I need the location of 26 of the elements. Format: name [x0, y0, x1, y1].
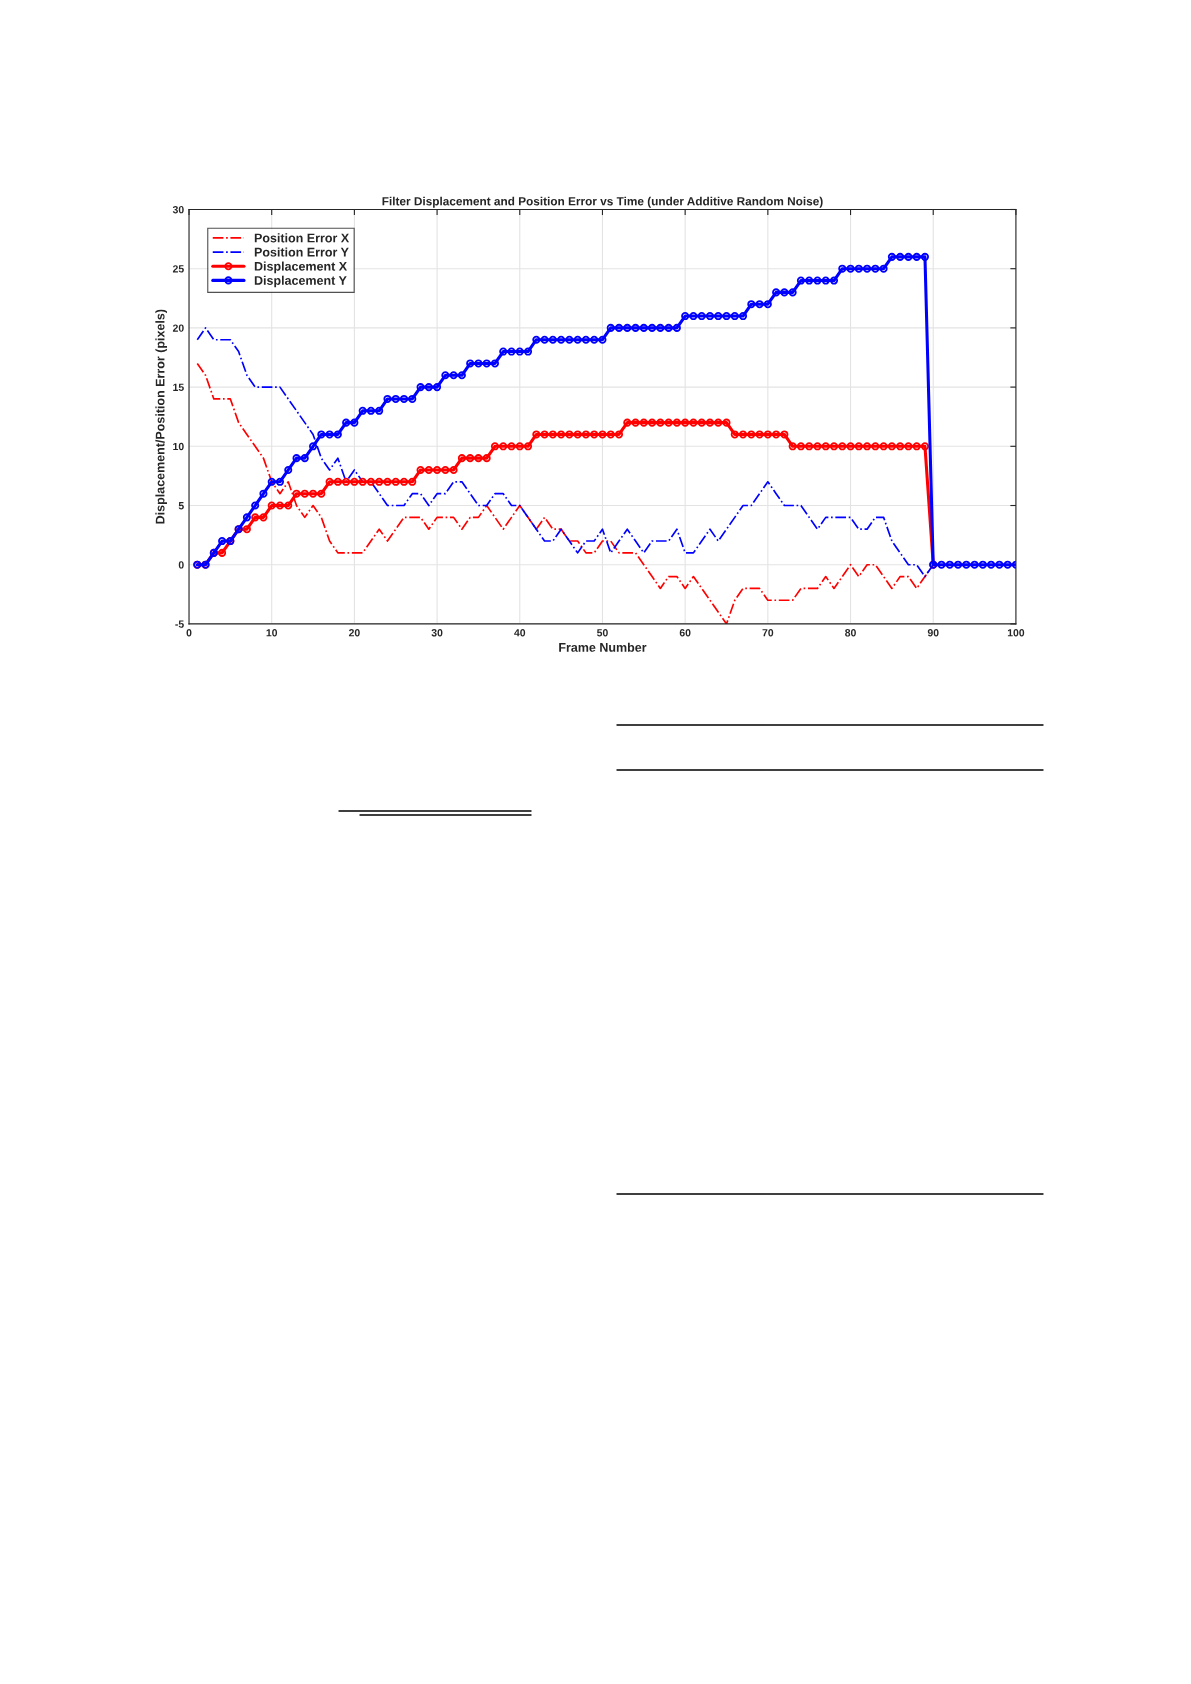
x-tick-label: 100 — [1007, 629, 1025, 637]
x-tick-label: 60 — [679, 629, 691, 637]
x-axis-title: Frame Number — [559, 642, 647, 652]
chart-title: Filter Displacement and Position Error vs Time (under Additive Random Noise) — [382, 196, 823, 208]
y-tick-label: -5 — [175, 620, 184, 628]
y-tick-label: 25 — [172, 265, 184, 273]
x-tick-label: 50 — [597, 629, 608, 637]
x-tick-label: 80 — [845, 629, 856, 637]
y-tick-label: 0 — [178, 561, 184, 569]
x-tick-label: 0 — [186, 629, 192, 637]
x-tick-label: 70 — [762, 629, 774, 637]
y-tick-label: 30 — [172, 205, 184, 214]
y-tick-label: 5 — [178, 502, 184, 510]
y-axis-title: Displacement/Position Error (pixels) — [155, 309, 168, 524]
x-tick-label: 10 — [266, 629, 278, 637]
legend-label: Position Error Y — [254, 247, 349, 257]
x-tick-label: 20 — [348, 629, 360, 637]
x-tick-label: 40 — [514, 629, 526, 637]
y-tick-label: 15 — [173, 383, 184, 391]
x-tick-label: 90 — [927, 629, 939, 637]
y-tick-label: 20 — [172, 324, 184, 332]
legend-label: Displacement Y — [254, 275, 347, 288]
y-tick-label: 10 — [173, 442, 184, 451]
legend-label: Position Error X — [254, 233, 350, 243]
legend-label: Displacement X — [254, 261, 347, 274]
x-tick-label: 30 — [431, 629, 443, 637]
